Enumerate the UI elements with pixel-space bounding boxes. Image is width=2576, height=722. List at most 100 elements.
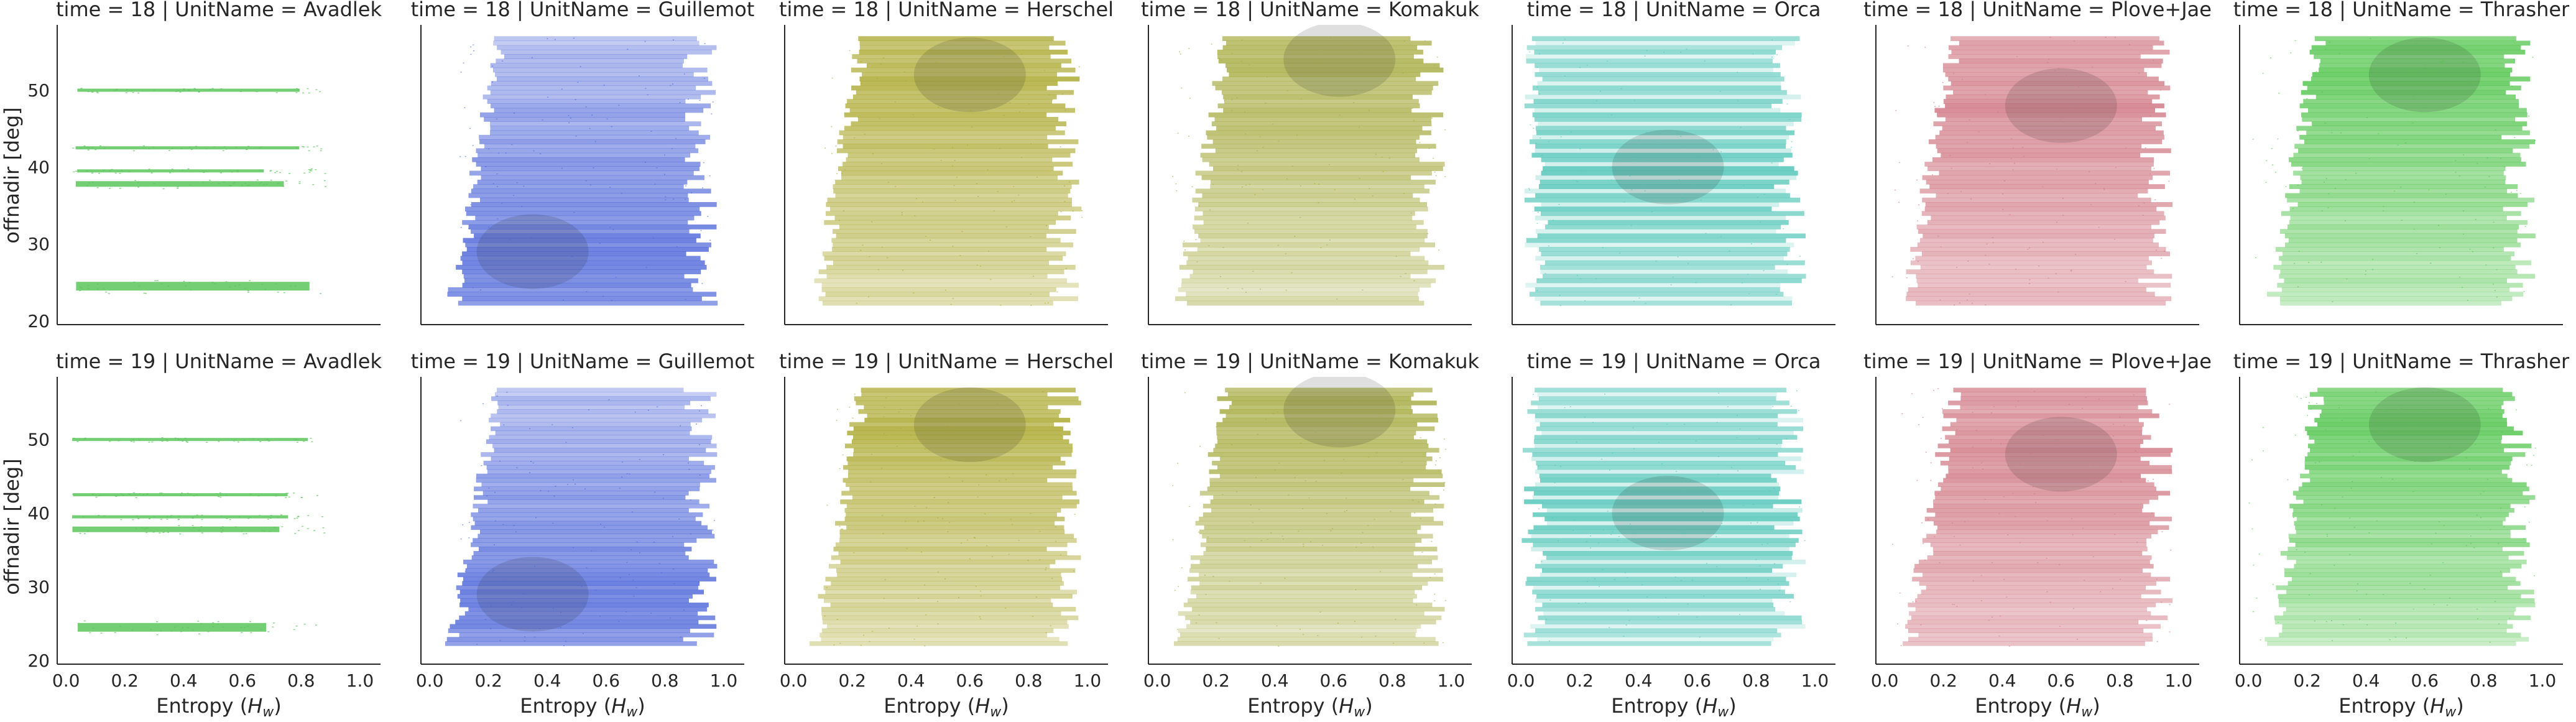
data-stripe — [504, 54, 688, 59]
data-stripe — [1206, 538, 1422, 543]
data-stripe — [1186, 260, 1429, 266]
data-point — [1549, 599, 1551, 601]
data-point — [1590, 535, 1592, 537]
data-point — [951, 165, 953, 167]
data-point — [1326, 513, 1327, 514]
data-stripe — [1202, 193, 1413, 198]
data-point — [91, 182, 94, 183]
data-point — [308, 92, 310, 94]
data-point — [2409, 583, 2411, 584]
data-stripe — [847, 99, 1053, 104]
data-point — [2514, 137, 2516, 139]
data-point — [1195, 622, 1197, 624]
data-point — [1022, 49, 1024, 51]
data-point — [2376, 520, 2378, 522]
data-stripe — [829, 206, 1082, 212]
data-stripe — [481, 482, 700, 488]
data-point — [315, 169, 317, 170]
data-point — [1047, 302, 1049, 303]
data-point — [595, 590, 597, 591]
data-stripe — [466, 563, 718, 569]
data-point — [87, 91, 90, 93]
data-stripe — [833, 184, 1072, 189]
data-point — [1060, 435, 1062, 437]
data-point — [285, 493, 288, 494]
data-stripe — [473, 504, 710, 509]
data-point — [2252, 139, 2254, 140]
data-point — [1899, 162, 1901, 164]
data-point — [169, 150, 171, 151]
data-point — [1578, 603, 1580, 604]
data-point — [713, 520, 715, 521]
data-stripe — [1541, 170, 1798, 176]
data-point — [187, 627, 189, 629]
data-stripe — [1201, 144, 1436, 149]
data-point — [2307, 415, 2309, 416]
data-stripe — [2287, 197, 2535, 203]
data-point — [1579, 148, 1581, 150]
data-point — [488, 226, 490, 228]
data-stripe — [459, 590, 704, 595]
data-point — [152, 531, 155, 533]
data-point — [658, 563, 660, 564]
data-point — [1644, 190, 1646, 192]
data-point — [930, 239, 931, 241]
data-point — [275, 92, 278, 93]
data-stripe — [836, 148, 1076, 154]
data-point — [1250, 504, 1252, 506]
data-point — [1786, 103, 1788, 104]
data-point — [145, 292, 147, 294]
data-point — [200, 526, 203, 527]
data-stripe — [1916, 224, 2152, 229]
data-point — [2013, 98, 2015, 100]
data-point — [1970, 198, 1972, 200]
data-point — [2143, 202, 2145, 204]
data-point — [1434, 573, 1436, 575]
data-stripe — [486, 465, 715, 470]
data-point — [1256, 150, 1258, 152]
data-point — [1375, 154, 1377, 155]
x-tick-label: 0.6 — [2047, 670, 2075, 691]
data-stripe — [1182, 242, 1436, 248]
data-point — [148, 169, 150, 170]
data-stripe — [857, 58, 1071, 64]
data-stripe — [487, 499, 699, 504]
data-point — [505, 152, 507, 154]
data-point — [2511, 86, 2513, 87]
data-stripe — [1186, 624, 1421, 629]
data-stripe — [468, 606, 708, 612]
data-point — [2168, 180, 2170, 182]
data-stripe — [2296, 126, 2523, 131]
data-stripe — [1918, 632, 2153, 637]
data-point — [1747, 274, 1749, 275]
data-point — [2114, 37, 2116, 38]
data-point — [1548, 141, 1549, 142]
data-stripe — [2292, 491, 2523, 496]
x-tick-label: 0.2 — [1202, 670, 1230, 691]
x-axis-label: Entropy (Hw) — [1247, 694, 1373, 720]
data-point — [885, 435, 887, 436]
data-point — [2397, 144, 2399, 146]
data-point — [2455, 160, 2457, 161]
data-point — [1954, 304, 1955, 306]
data-point — [279, 172, 282, 174]
data-point — [1188, 48, 1190, 49]
data-point — [665, 196, 667, 198]
data-stripe — [447, 292, 717, 297]
data-stripe — [833, 547, 1047, 552]
data-point — [2325, 178, 2327, 179]
data-point — [261, 284, 264, 285]
data-point — [980, 618, 982, 619]
data-point — [91, 494, 94, 495]
data-point — [479, 289, 481, 291]
data-point — [1956, 606, 1958, 607]
data-point — [2334, 565, 2335, 566]
data-point — [2383, 594, 2384, 595]
data-point — [538, 628, 540, 629]
data-point — [521, 206, 523, 207]
x-axis-label: Entropy (Hw) — [156, 694, 282, 720]
data-stripe — [821, 282, 1079, 288]
data-point — [676, 246, 678, 248]
data-point — [1598, 542, 1600, 544]
data-point — [831, 153, 833, 154]
